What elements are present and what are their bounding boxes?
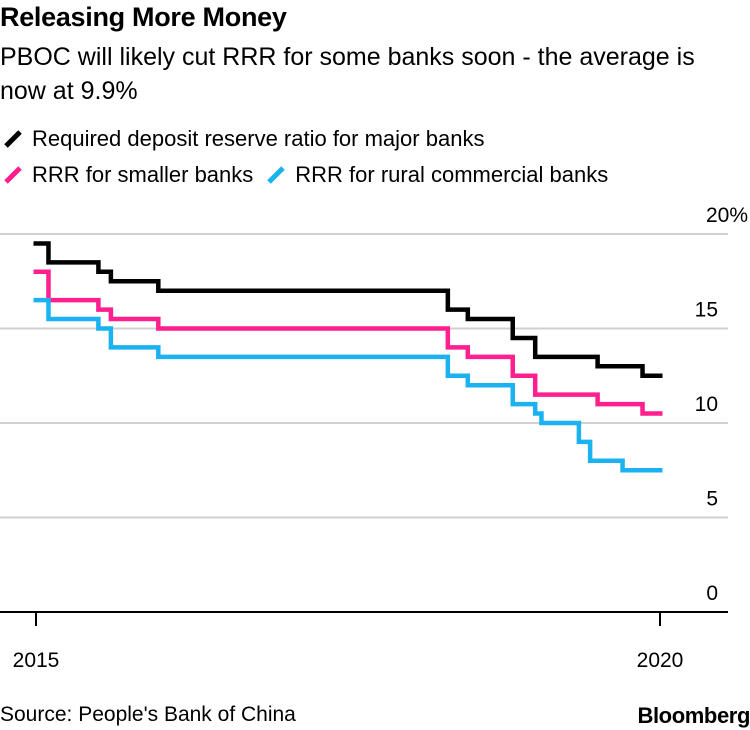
legend-item-smaller-banks: RRR for smaller banks <box>0 162 253 188</box>
series-line-rural-banks <box>33 297 663 473</box>
y-tick-label: 20% <box>706 204 748 227</box>
chart-title: Releasing More Money <box>0 2 287 32</box>
legend-swatch-rural-banks <box>267 166 286 184</box>
legend-item-rural-banks: RRR for rural commercial banks <box>263 162 608 188</box>
legend-label-rural-banks: RRR for rural commercial banks <box>295 162 609 187</box>
legend-label-smaller-banks: RRR for smaller banks <box>32 162 254 187</box>
legend-swatch-major-banks <box>4 130 22 148</box>
legend-swatch-smaller-banks <box>4 166 22 184</box>
y-tick-label: 15 <box>695 299 718 322</box>
legend-row: RRR for smaller banks RRR for rural comm… <box>0 162 618 188</box>
legend-label-major-banks: Required deposit reserve ratio for major… <box>32 126 485 151</box>
chart-subtitle: PBOC will likely cut RRR for some banks … <box>0 43 695 105</box>
y-tick-label: 0 <box>706 582 718 605</box>
legend-item-major-banks: Required deposit reserve ratio for major… <box>0 126 484 152</box>
x-tick-label: 2020 <box>637 649 684 672</box>
y-tick-label: 5 <box>706 488 718 511</box>
y-tick-label: 10 <box>695 393 718 416</box>
legend-row: Required deposit reserve ratio for major… <box>0 126 494 152</box>
x-tick-label: 2015 <box>13 649 60 672</box>
series-line-smaller-banks <box>33 269 663 416</box>
brand-logo: Bloomberg <box>637 703 750 728</box>
source-note: Source: People's Bank of China <box>0 703 296 726</box>
series-line-major-banks <box>33 241 663 378</box>
